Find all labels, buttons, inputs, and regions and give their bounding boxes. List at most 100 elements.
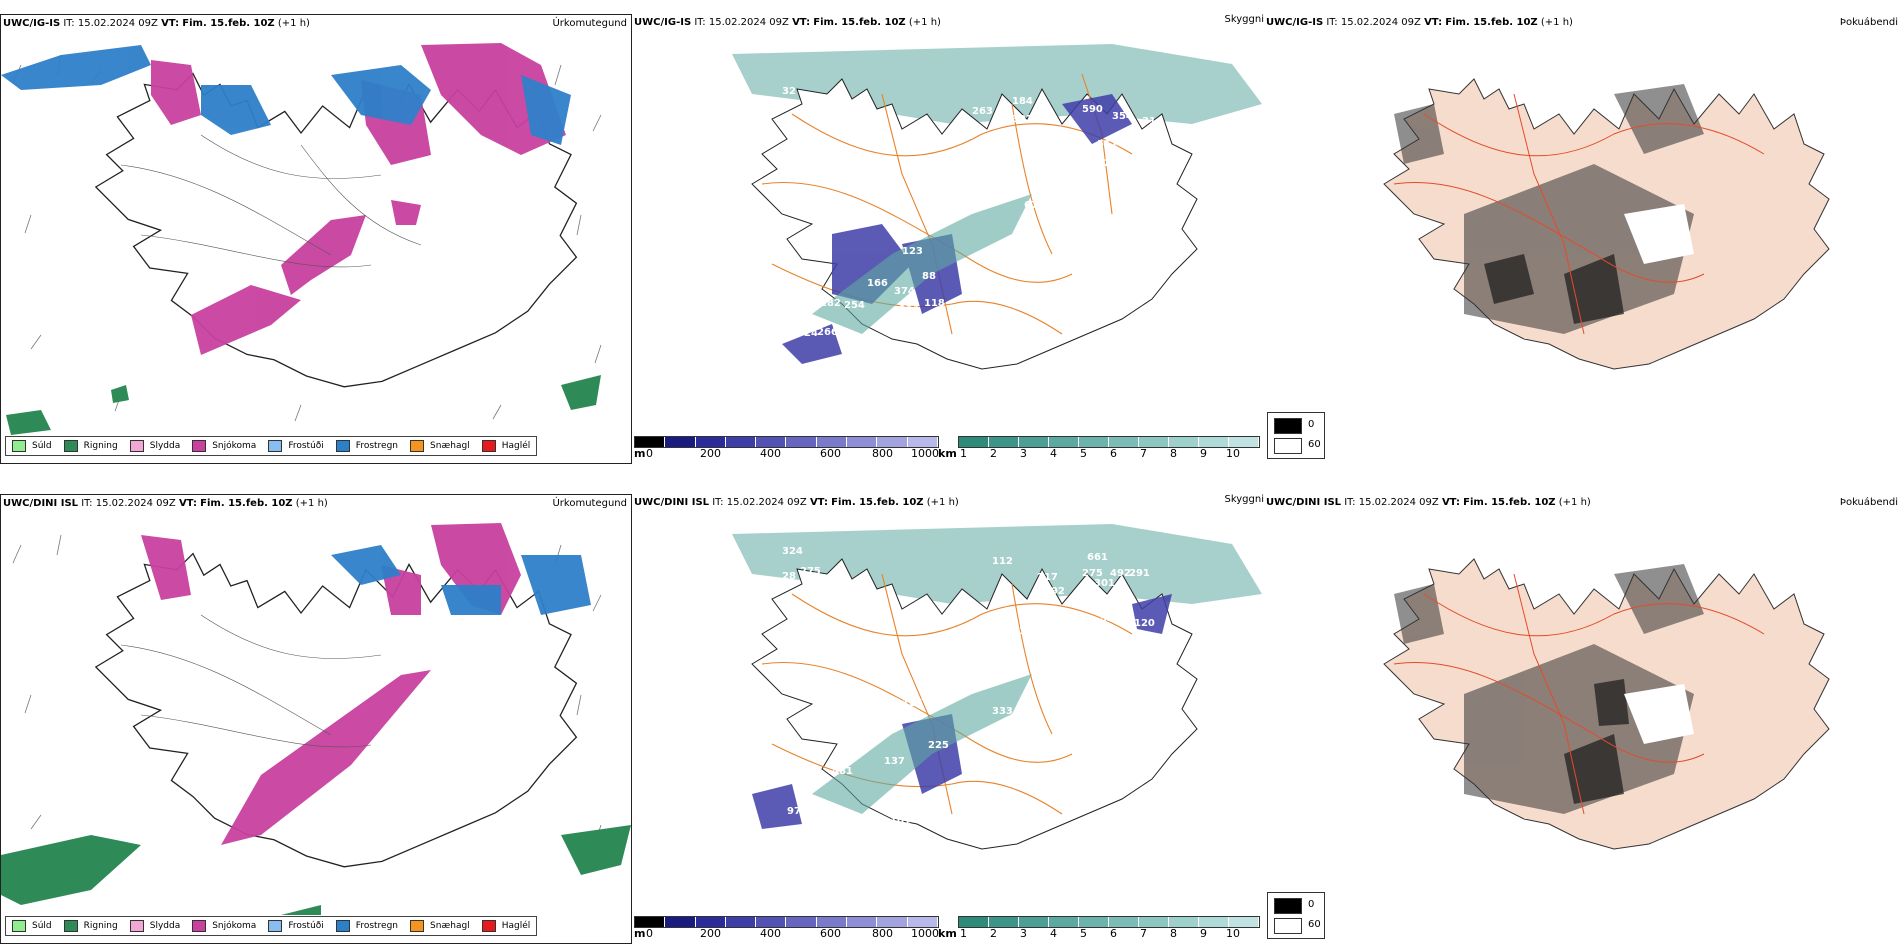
- fog-map: [1383, 558, 1830, 850]
- svg-text:32: 32: [782, 86, 796, 97]
- svg-text:234: 234: [1012, 626, 1033, 637]
- precip-type-map: [1, 523, 631, 915]
- svg-text:301: 301: [1094, 578, 1115, 589]
- legend-item-snaehagl: Snæhagl: [410, 440, 470, 452]
- legend-item-snjokoma: Snjókoma: [192, 920, 256, 932]
- svg-text:292: 292: [1044, 586, 1065, 597]
- svg-text:661: 661: [1087, 552, 1108, 563]
- svg-text:361: 361: [1098, 600, 1119, 611]
- svg-text:375: 375: [840, 744, 861, 755]
- svg-text:590: 590: [1082, 104, 1103, 115]
- panel-title: UWC/DINI ISL IT: 15.02.2024 09Z VT: Fim.…: [634, 497, 959, 508]
- legend-item-sudl: Súld: [12, 920, 52, 932]
- legend-item-slydda: Slydda: [129, 440, 180, 452]
- svg-text:28: 28: [782, 571, 796, 582]
- scale-bar-m: [634, 436, 939, 448]
- svg-text:120: 120: [1134, 618, 1155, 629]
- svg-text:111: 111: [899, 304, 920, 315]
- svg-text:24: 24: [804, 328, 818, 339]
- svg-text:354: 354: [1112, 111, 1133, 122]
- legend-item-frostudi: Frostúði: [268, 920, 324, 932]
- svg-text:118: 118: [924, 298, 945, 309]
- precip-type-map: [1, 43, 602, 435]
- panel-name: Þokuábendi: [1839, 497, 1898, 508]
- panel-title: UWC/DINI ISL IT: 15.02.2024 09Z VT: Fim.…: [3, 498, 328, 509]
- visibility-scale-m: m 0 200 400 600 800 1000: [634, 916, 939, 940]
- svg-text:542: 542: [1100, 614, 1121, 625]
- svg-text:275: 275: [800, 566, 821, 577]
- fog-scale: 0 60: [1267, 412, 1325, 459]
- svg-text:88: 88: [922, 271, 936, 282]
- svg-text:227: 227: [1104, 158, 1125, 169]
- visibility-scale-km: km 1 2 3 4 5 6 7 8 9 10: [938, 916, 1260, 940]
- svg-text:374: 374: [894, 286, 915, 297]
- visibility-map: 324 28 275 112 661 275 492 291 301 217 2…: [732, 524, 1262, 850]
- legend-item-rigning: Rigning: [63, 440, 118, 452]
- svg-text:101: 101: [890, 816, 911, 827]
- scale-bar-km: [958, 916, 1260, 928]
- legend-item-sudl: Súld: [12, 440, 52, 452]
- svg-text:282: 282: [820, 298, 841, 309]
- svg-text:39: 39: [1147, 139, 1161, 150]
- fog-panel-top: UWC/IG-IS IT: 15.02.2024 09Z VT: Fim. 15…: [1264, 14, 1900, 464]
- svg-text:291: 291: [1129, 568, 1150, 579]
- scale-bar-m: [634, 916, 939, 928]
- panel-name: Úrkomutegund: [552, 18, 627, 29]
- panel-title: UWC/IG-IS IT: 15.02.2024 09Z VT: Fim. 15…: [634, 17, 941, 28]
- visibility-panel-top: 32 263 184 590 354 314 301 249 511 39 22…: [632, 14, 1264, 464]
- svg-text:12: 12: [912, 838, 926, 849]
- legend-item-frostregn: Frostregn: [335, 440, 398, 452]
- fog-scale: 0 60: [1267, 892, 1325, 939]
- svg-text:673: 673: [1024, 200, 1045, 211]
- svg-text:324: 324: [782, 546, 803, 557]
- svg-text:137: 137: [884, 756, 905, 767]
- svg-text:23: 23: [1056, 644, 1070, 655]
- svg-text:301: 301: [1012, 114, 1033, 125]
- svg-text:112: 112: [992, 556, 1013, 567]
- svg-text:19: 19: [907, 346, 921, 357]
- svg-text:492: 492: [1110, 568, 1131, 579]
- precip-type-panel-bottom: UWC/DINI ISL IT: 15.02.2024 09Z VT: Fim.…: [0, 494, 632, 944]
- svg-text:103: 103: [954, 328, 975, 339]
- svg-text:92: 92: [770, 345, 784, 356]
- precip-legend: Súld Rigning Slydda Snjókoma Frostúði Fr…: [5, 916, 538, 936]
- svg-text:249: 249: [1047, 130, 1068, 141]
- svg-text:166: 166: [867, 278, 888, 289]
- svg-text:217: 217: [1037, 572, 1058, 583]
- svg-text:124: 124: [902, 698, 923, 709]
- svg-text:266: 266: [817, 327, 838, 338]
- precip-legend: Súld Rigning Slydda Snjókoma Frostúði Fr…: [5, 436, 538, 456]
- panel-name: Úrkomutegund: [552, 498, 627, 509]
- legend-item-frostudi: Frostúði: [268, 440, 324, 452]
- visibility-panel-bottom: 324 28 275 112 661 275 492 291 301 217 2…: [632, 494, 1264, 944]
- svg-text:289: 289: [992, 251, 1013, 262]
- legend-item-haglel: Haglél: [481, 920, 530, 932]
- fog-map: [1383, 78, 1830, 370]
- fog-panel-bottom: UWC/DINI ISL IT: 15.02.2024 09Z VT: Fim.…: [1264, 494, 1900, 944]
- visibility-scale-m: m 0 200 400 600 800 1000: [634, 436, 939, 460]
- svg-text:138: 138: [914, 802, 935, 813]
- svg-text:314: 314: [1142, 116, 1163, 127]
- svg-text:481: 481: [832, 766, 853, 777]
- svg-text:275: 275: [1082, 568, 1103, 579]
- visibility-scale-km: km 1 2 3 4 5 6 7 8 9 10: [938, 436, 1260, 460]
- svg-text:511: 511: [1097, 139, 1118, 150]
- svg-text:123: 123: [902, 246, 923, 257]
- svg-text:263: 263: [972, 106, 993, 117]
- svg-text:857: 857: [1026, 646, 1047, 657]
- visibility-map: 32 263 184 590 354 314 301 249 511 39 22…: [732, 44, 1262, 370]
- panel-name: Skyggni: [1224, 14, 1264, 25]
- panel-name: Þokuábendi: [1839, 17, 1898, 28]
- svg-text:225: 225: [928, 740, 949, 751]
- legend-item-snaehagl: Snæhagl: [410, 920, 470, 932]
- panel-title: UWC/IG-IS IT: 15.02.2024 09Z VT: Fim. 15…: [3, 18, 310, 29]
- legend-item-snjokoma: Snjókoma: [192, 440, 256, 452]
- svg-text:507: 507: [962, 680, 983, 691]
- legend-item-rigning: Rigning: [63, 920, 118, 932]
- scale-bar-km: [958, 436, 1260, 448]
- panel-name: Skyggni: [1224, 494, 1264, 505]
- svg-text:254: 254: [844, 300, 865, 311]
- legend-item-frostregn: Frostregn: [335, 920, 398, 932]
- svg-text:182: 182: [1042, 661, 1063, 672]
- svg-text:97: 97: [787, 806, 801, 817]
